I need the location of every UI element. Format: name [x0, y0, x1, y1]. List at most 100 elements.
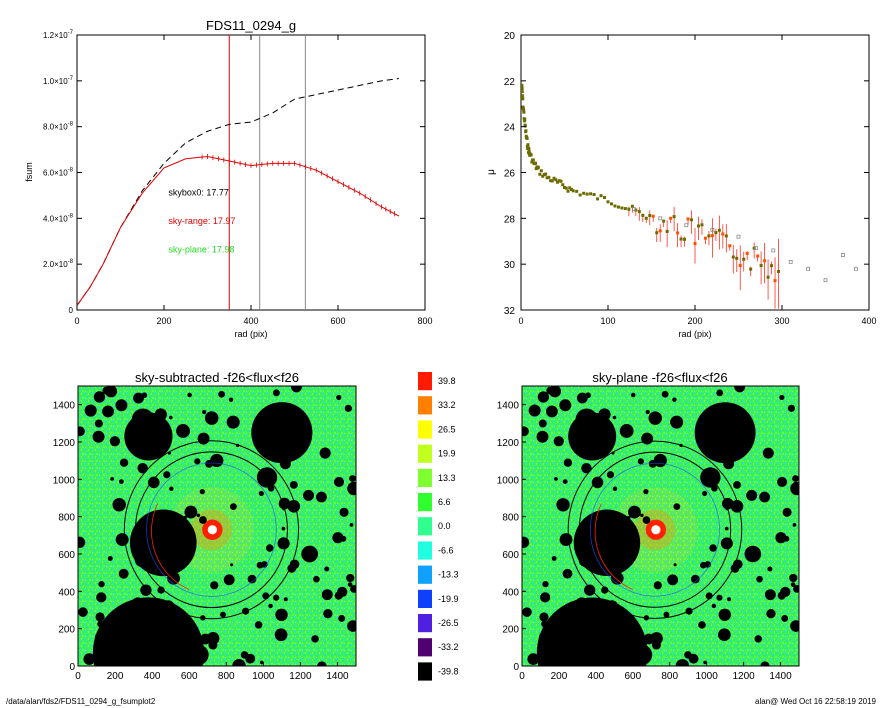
- skysub-mask-small: [258, 430, 268, 440]
- mu-point: [547, 175, 551, 179]
- mu-point: [541, 174, 545, 178]
- mu-point: [745, 251, 749, 255]
- mu-point: [566, 189, 570, 193]
- skysub-y-tick-label: 1400: [53, 401, 76, 412]
- mu-open-point: [854, 266, 858, 271]
- skyplane-mask-small: [541, 620, 548, 628]
- mu-point: [609, 202, 613, 206]
- skysub-mask-small: [339, 507, 349, 517]
- skyplane-mask-small: [789, 573, 798, 583]
- colorbar-swatch: [418, 420, 432, 439]
- skysub-mask-small: [262, 592, 270, 600]
- skyplane-mask-small: [716, 389, 724, 397]
- colorbar-label: -19.9: [438, 594, 459, 604]
- skyplane-mask-small: [746, 489, 758, 501]
- mu-point: [525, 144, 529, 148]
- skysub-aperture-inner: [146, 462, 277, 597]
- mu-point: [521, 90, 524, 94]
- mu-point: [770, 264, 774, 268]
- fsum-annotation-0: skybox0: 17.77: [168, 187, 229, 197]
- skysub-mask-small: [332, 532, 344, 544]
- skysub-mask-small: [220, 611, 226, 618]
- skysub-mask-small: [78, 536, 86, 548]
- mu-point: [651, 214, 655, 218]
- skyplane-mask-small: [643, 489, 649, 495]
- skysub-mask-small: [109, 436, 121, 447]
- skyplane-mask-small: [562, 568, 573, 579]
- colorbar-label: -33.2: [438, 642, 459, 652]
- skysub-mask-small: [228, 397, 234, 402]
- skysub-mask-small: [94, 631, 106, 643]
- skyplane-mask-small: [667, 574, 679, 586]
- skysub-mask-small: [281, 418, 292, 430]
- mu-point: [575, 189, 579, 193]
- skyplane-mask-small: [641, 432, 654, 445]
- skyplane-y-tick-label: 400: [502, 587, 519, 598]
- skysub-x-tick-label: 1400: [326, 671, 349, 682]
- mu-point: [756, 254, 760, 258]
- skysub-mask-small: [205, 459, 214, 468]
- skyplane-mask-small: [754, 635, 762, 643]
- skysub-mask-small: [347, 620, 356, 632]
- skysub-mask-small: [274, 628, 288, 642]
- skysub-mask-small: [112, 498, 126, 512]
- mu-point: [531, 158, 535, 162]
- mu-x-tick-label: 400: [861, 316, 876, 326]
- colorbar-label: 26.5: [438, 424, 456, 434]
- mu-point: [749, 267, 753, 271]
- skyplane-mask-small: [528, 404, 541, 417]
- skyplane-mask-small: [562, 479, 568, 484]
- mu-point: [527, 147, 531, 151]
- skysub-mask-small: [133, 392, 144, 404]
- skyplane-mask-small: [767, 566, 773, 572]
- skysub-mask-small: [230, 503, 237, 511]
- skyplane-mask-small: [553, 436, 564, 447]
- skysub-mask-large: [301, 545, 319, 563]
- mu-point: [561, 183, 565, 187]
- colorbar-label: 13.3: [438, 473, 456, 483]
- skyplane-aperture-middle: [578, 451, 732, 608]
- skysub-mask-small: [167, 571, 181, 585]
- mu-open-point: [710, 227, 715, 232]
- skysub-mask-small: [333, 476, 345, 487]
- skysub-mask-small: [302, 489, 315, 501]
- skyplane-mask-small: [781, 614, 789, 622]
- skysub-mask-small: [98, 580, 105, 588]
- colorbar-label: 6.6: [438, 497, 451, 507]
- colorbar-label: 19.9: [438, 449, 456, 459]
- skyplane-mask-small: [672, 397, 677, 402]
- mu-point: [662, 219, 666, 223]
- mu-point: [521, 83, 524, 87]
- skyplane-mask-small: [522, 426, 529, 437]
- skyplane-mask-small: [790, 481, 799, 496]
- skyplane-mask-small: [705, 592, 713, 600]
- skyplane-mask-small: [760, 661, 770, 666]
- mu-y-tick-label: 20: [504, 31, 516, 42]
- skysub-mask-small: [138, 431, 147, 440]
- skyplane-mask-small: [624, 523, 633, 531]
- skysub-mask-small: [350, 585, 356, 593]
- skysub-aperture-arc: [151, 503, 190, 590]
- skysub-mask-small: [93, 391, 106, 403]
- skysub-mask-small: [131, 597, 145, 611]
- skyplane-mask-small: [724, 526, 729, 531]
- skysub-y-tick-label: 1000: [53, 475, 76, 486]
- skyplane-mask-small: [787, 404, 795, 412]
- skyplane-mask-small: [702, 490, 708, 496]
- skysub-mask-small: [78, 426, 85, 437]
- mu-point: [529, 153, 533, 157]
- skyplane-x-tick-label: 200: [551, 671, 568, 682]
- skyplane-y-tick-label: 200: [502, 625, 519, 636]
- skyplane-mask-small: [777, 591, 786, 600]
- skyplane-mask-small: [539, 612, 549, 622]
- skysub-mask-small: [283, 597, 288, 602]
- mu-point: [763, 259, 767, 263]
- fsum-x-tick-label: 600: [330, 316, 345, 326]
- skysub-mask-small: [291, 386, 302, 393]
- skysub-x-tick-label: 0: [75, 671, 81, 682]
- skyplane-mask-large: [744, 545, 762, 563]
- skyplane-y-tick-label: 1200: [497, 438, 520, 449]
- mu-point: [728, 244, 732, 248]
- skysub-mask-small: [140, 412, 147, 419]
- skyplane-mask-small: [691, 574, 700, 584]
